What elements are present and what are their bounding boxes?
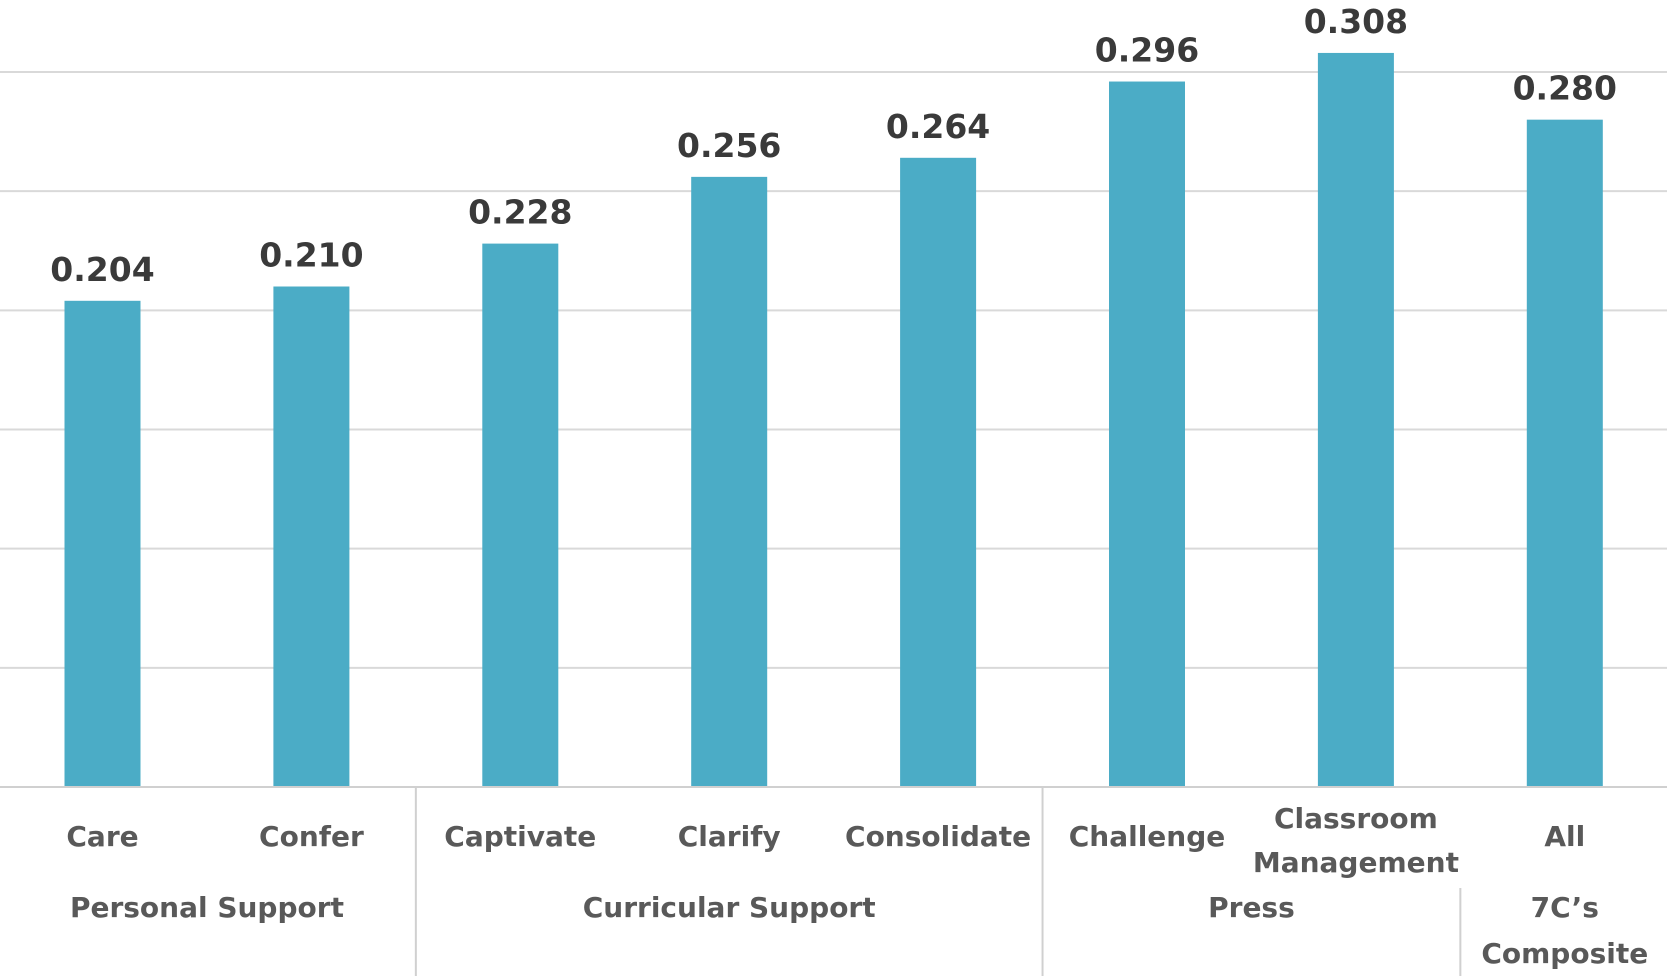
category-label: Care: [66, 820, 138, 853]
group-label: Curricular Support: [583, 891, 876, 924]
category-label: Classroom: [1274, 802, 1438, 835]
category-label: Captivate: [444, 820, 596, 853]
category-label: All: [1544, 820, 1585, 853]
bars: [64, 52, 1603, 788]
bar: [691, 176, 768, 787]
category-label: Consolidate: [845, 820, 1031, 853]
group-label: Personal Support: [70, 891, 344, 924]
value-label: 0.228: [468, 193, 572, 232]
category-label: Confer: [259, 820, 364, 853]
value-label: 0.296: [1095, 31, 1199, 70]
value-label: 0.204: [50, 250, 154, 289]
bar: [1317, 52, 1394, 787]
category-labels: Care Confer Captivate Clarify Consolidate Cha…: [66, 802, 1585, 879]
bar: [64, 300, 141, 787]
bar: [273, 286, 350, 787]
value-label: 0.210: [259, 236, 363, 275]
gridlines: [0, 71, 1667, 669]
bar: [1109, 81, 1185, 788]
group-labels: Personal Support Curricular Support Press 7…: [70, 787, 1648, 976]
bar: [900, 157, 977, 788]
category-label: Clarify: [678, 820, 781, 853]
value-label: 0.280: [1513, 69, 1617, 108]
bar: [1526, 119, 1603, 787]
category-label: Challenge: [1069, 820, 1226, 853]
value-labels: 0.204 0.210 0.228 0.256 0.264 0.296 0.308 0.280: [50, 2, 1617, 289]
bar: [482, 243, 559, 788]
group-label: Composite: [1481, 937, 1648, 970]
group-label: Press: [1208, 891, 1295, 924]
category-label: Management: [1253, 846, 1459, 879]
value-label: 0.256: [677, 126, 781, 165]
group-label: 7C’s: [1531, 891, 1599, 924]
value-label: 0.264: [886, 107, 990, 146]
value-label: 0.308: [1304, 2, 1408, 41]
